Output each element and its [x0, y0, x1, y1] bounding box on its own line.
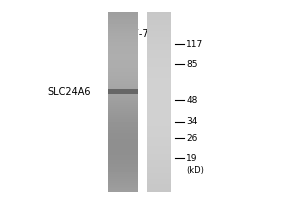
Text: 34: 34 [186, 117, 198, 126]
Text: 85: 85 [186, 60, 198, 69]
Text: SLC24A6: SLC24A6 [47, 87, 91, 97]
Text: 26: 26 [186, 134, 198, 143]
Text: 117: 117 [186, 40, 203, 49]
Text: MCF-7: MCF-7 [118, 29, 148, 39]
Text: 19: 19 [186, 154, 198, 163]
Text: (kD): (kD) [186, 166, 204, 175]
Text: 48: 48 [186, 96, 198, 105]
